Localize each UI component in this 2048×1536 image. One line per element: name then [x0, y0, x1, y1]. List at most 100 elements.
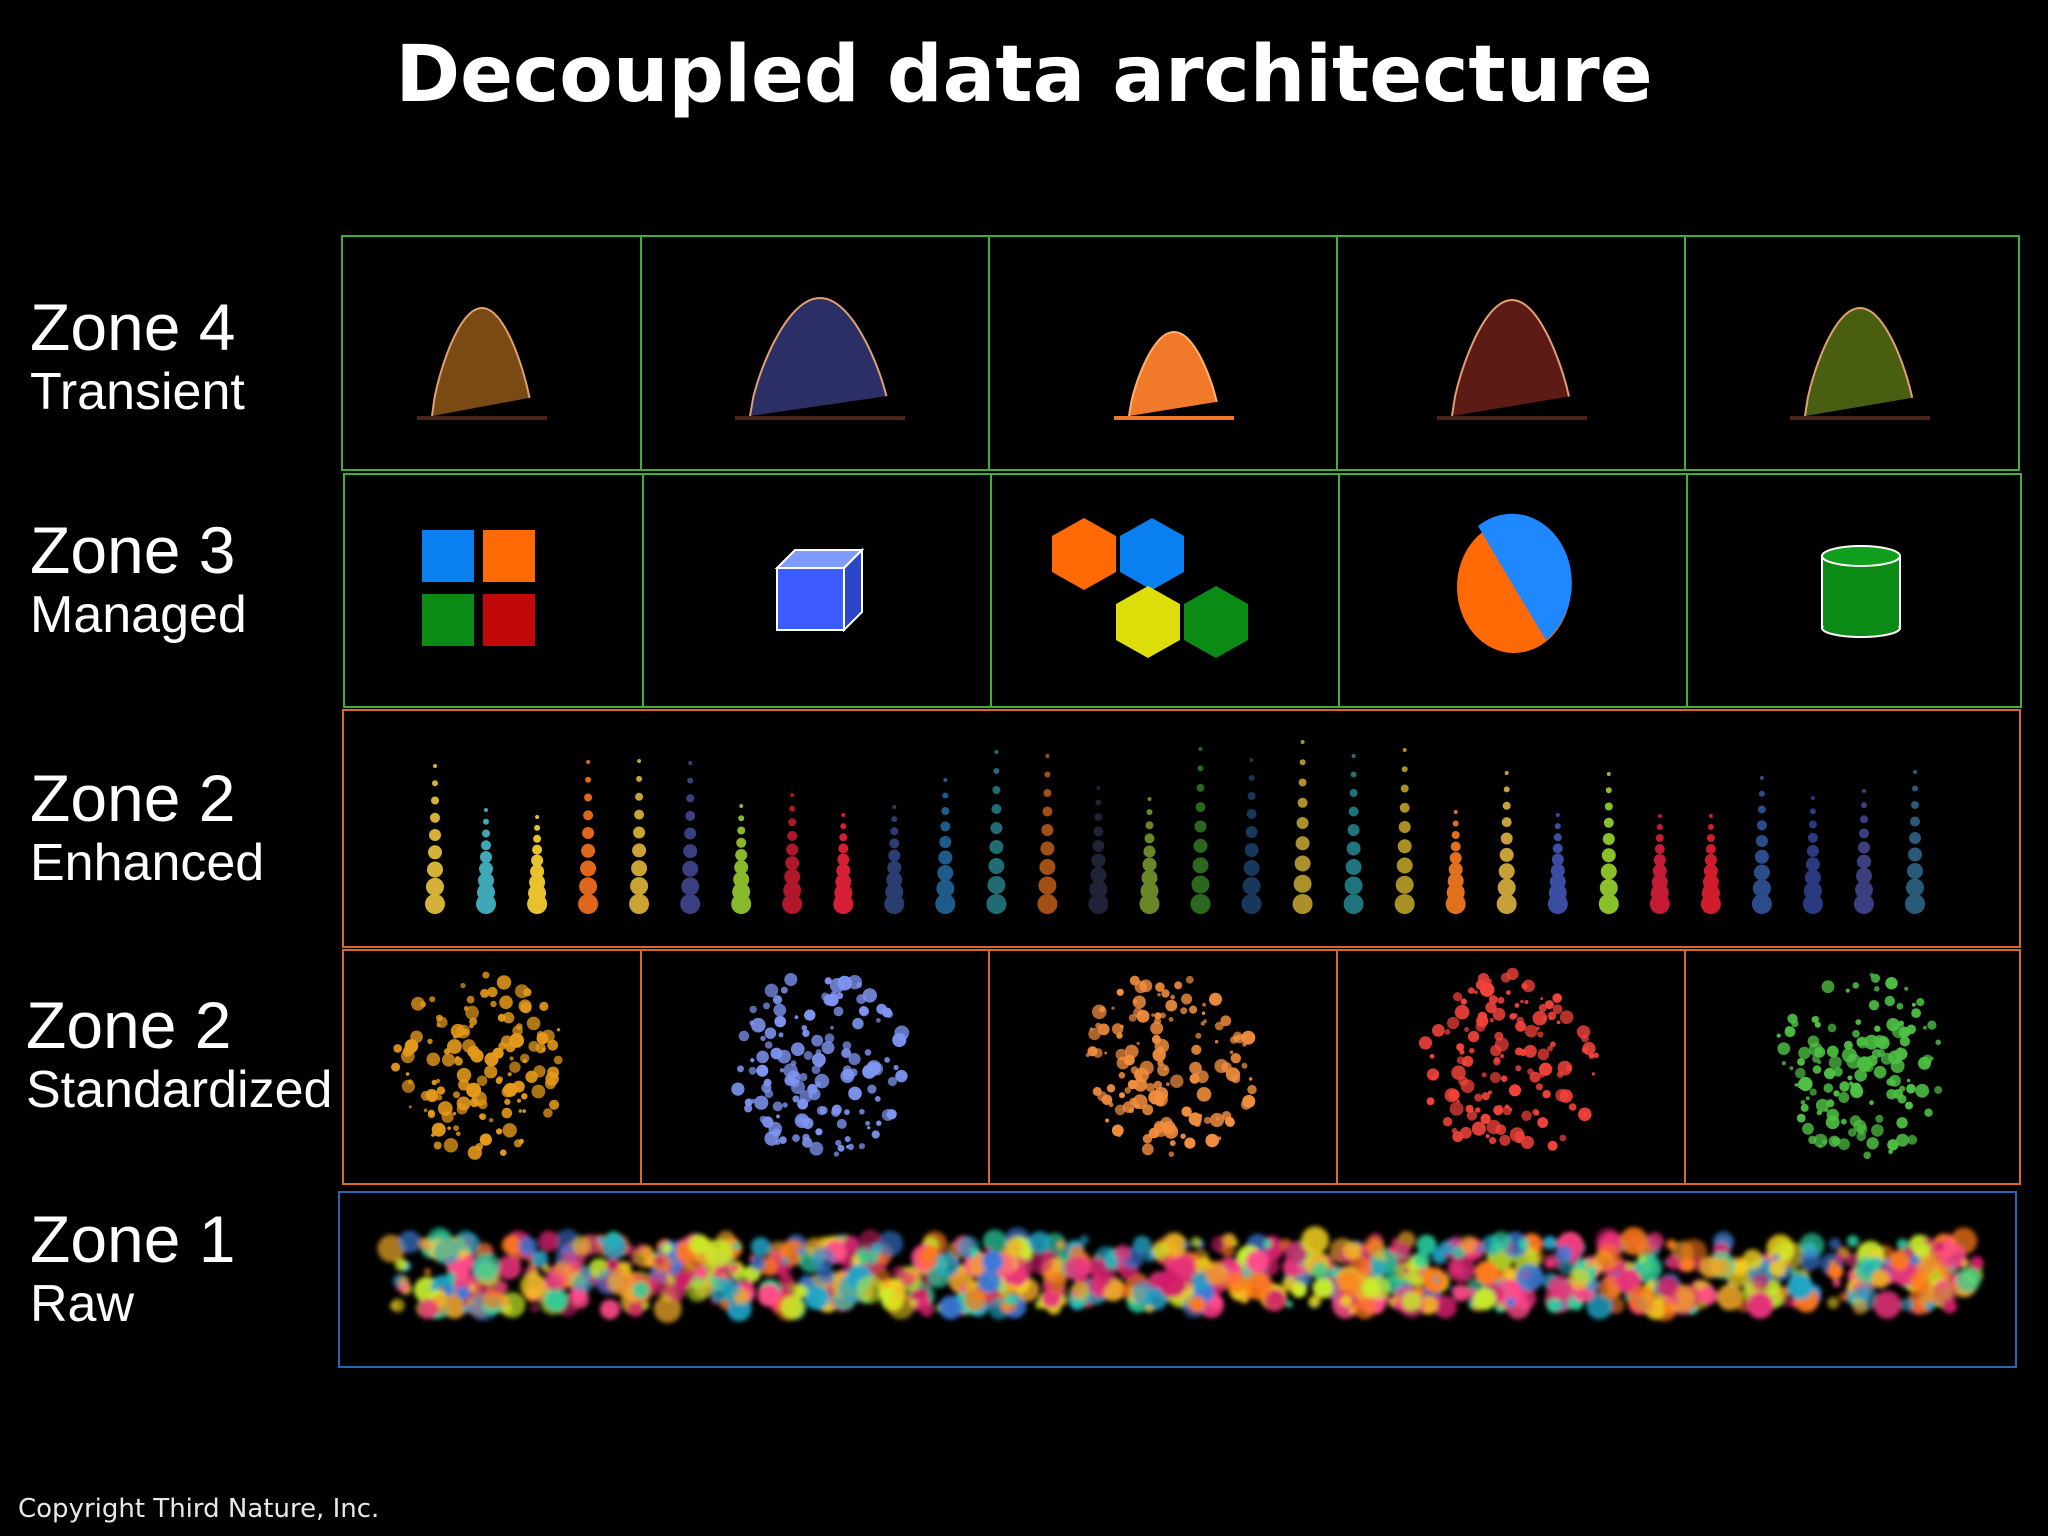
raw-dot	[1388, 1245, 1397, 1254]
raw-dot	[1925, 1301, 1935, 1311]
raw-dot	[1557, 1301, 1565, 1310]
raw-dot	[1114, 1244, 1131, 1261]
dot-column	[731, 804, 752, 914]
raw-dot	[1873, 1291, 1902, 1319]
zone3-desc: Managed	[30, 586, 247, 644]
raw-dot	[982, 1250, 1004, 1273]
zone2-standardized-desc: Standardized	[26, 1061, 333, 1119]
raw-dot	[964, 1288, 987, 1311]
raw-dot	[643, 1302, 650, 1310]
raw-dot	[1188, 1296, 1206, 1313]
dot-column	[1649, 814, 1670, 914]
raw-dot	[1433, 1295, 1457, 1319]
raw-dot	[1041, 1288, 1061, 1308]
raw-dot	[501, 1235, 522, 1255]
raw-dot	[1900, 1297, 1914, 1312]
raw-dot	[1311, 1262, 1329, 1280]
raw-dot	[1222, 1233, 1236, 1247]
raw-dot	[1413, 1251, 1431, 1268]
cube-icon	[774, 547, 865, 633]
raw-dot	[1401, 1291, 1422, 1312]
raw-dot	[1474, 1260, 1499, 1285]
raw-dot	[1799, 1249, 1821, 1271]
raw-dot	[1909, 1254, 1921, 1266]
raw-dot	[1969, 1256, 1984, 1271]
raw-dot	[1151, 1242, 1168, 1259]
raw-dot	[398, 1230, 422, 1254]
raw-dot	[1089, 1258, 1107, 1276]
dot-column	[1445, 810, 1466, 914]
dot-column	[680, 761, 701, 914]
raw-dot	[1005, 1283, 1017, 1294]
raw-dot	[871, 1242, 882, 1253]
raw-dot	[1546, 1298, 1561, 1313]
raw-dot	[572, 1235, 592, 1256]
raw-dot	[1385, 1295, 1392, 1302]
dot-column	[1854, 789, 1874, 914]
zone2-standardized-name: Zone 2	[26, 988, 232, 1062]
raw-dot	[705, 1239, 733, 1267]
raw-dot	[1353, 1296, 1377, 1320]
raw-dot	[1871, 1269, 1890, 1289]
raw-dot	[497, 1255, 522, 1280]
raw-dot	[544, 1287, 569, 1312]
raw-dot	[793, 1284, 808, 1299]
zone2-enhanced-name: Zone 2	[30, 761, 236, 835]
raw-dot	[780, 1256, 790, 1266]
raw-dot	[1190, 1236, 1202, 1248]
raw-dot	[1555, 1245, 1573, 1263]
raw-dot	[757, 1284, 781, 1307]
raw-data-strip	[377, 1226, 1984, 1323]
zone3-label: Zone 3 Managed	[30, 515, 247, 645]
zone2-standardized-band	[342, 949, 2021, 1185]
raw-dot	[1827, 1296, 1840, 1309]
raw-dot	[520, 1272, 547, 1299]
raw-dot	[1924, 1236, 1933, 1246]
raw-dot	[1370, 1259, 1388, 1277]
raw-dot	[1751, 1272, 1770, 1291]
raw-dot	[1934, 1241, 1945, 1252]
scatter-cluster	[391, 971, 563, 1160]
zone4-name: Zone 4	[30, 290, 236, 364]
raw-dot	[1782, 1297, 1793, 1307]
raw-dot	[730, 1264, 739, 1273]
raw-dot	[1004, 1294, 1016, 1307]
standardized-clusters	[391, 967, 1943, 1160]
scatter-cluster	[1418, 967, 1599, 1151]
dot-column	[1751, 776, 1772, 914]
raw-dot	[607, 1268, 635, 1296]
raw-dot	[1889, 1250, 1910, 1271]
raw-dot	[688, 1270, 696, 1278]
raw-dot	[1669, 1295, 1680, 1306]
raw-dot	[1829, 1237, 1841, 1250]
raw-dot	[695, 1265, 708, 1279]
zone1-name: Zone 1	[30, 1202, 236, 1276]
raw-dot	[1518, 1238, 1529, 1250]
raw-dot	[1396, 1242, 1411, 1257]
raw-dot	[1847, 1235, 1859, 1247]
raw-dot	[530, 1304, 539, 1313]
raw-dot	[1772, 1253, 1780, 1261]
raw-dot	[1742, 1249, 1763, 1270]
raw-dot	[605, 1257, 620, 1271]
raw-dot	[1337, 1272, 1361, 1296]
raw-dot	[1777, 1286, 1790, 1299]
raw-dot	[1787, 1273, 1814, 1300]
dot-column	[578, 760, 599, 914]
zone1-band	[338, 1191, 2017, 1368]
raw-dot	[1836, 1253, 1845, 1263]
raw-dot	[597, 1236, 605, 1244]
raw-dot	[688, 1234, 710, 1255]
dot-column	[425, 764, 445, 914]
dot-column	[1496, 771, 1517, 914]
raw-dot	[1028, 1231, 1051, 1254]
raw-dot	[938, 1295, 963, 1320]
raw-dot	[1063, 1256, 1088, 1281]
zone4-desc: Transient	[30, 363, 245, 421]
raw-dot	[911, 1299, 918, 1307]
raw-dot	[1144, 1287, 1168, 1311]
raw-dot	[538, 1230, 560, 1252]
raw-dot	[687, 1262, 694, 1270]
raw-dot	[1145, 1305, 1154, 1313]
